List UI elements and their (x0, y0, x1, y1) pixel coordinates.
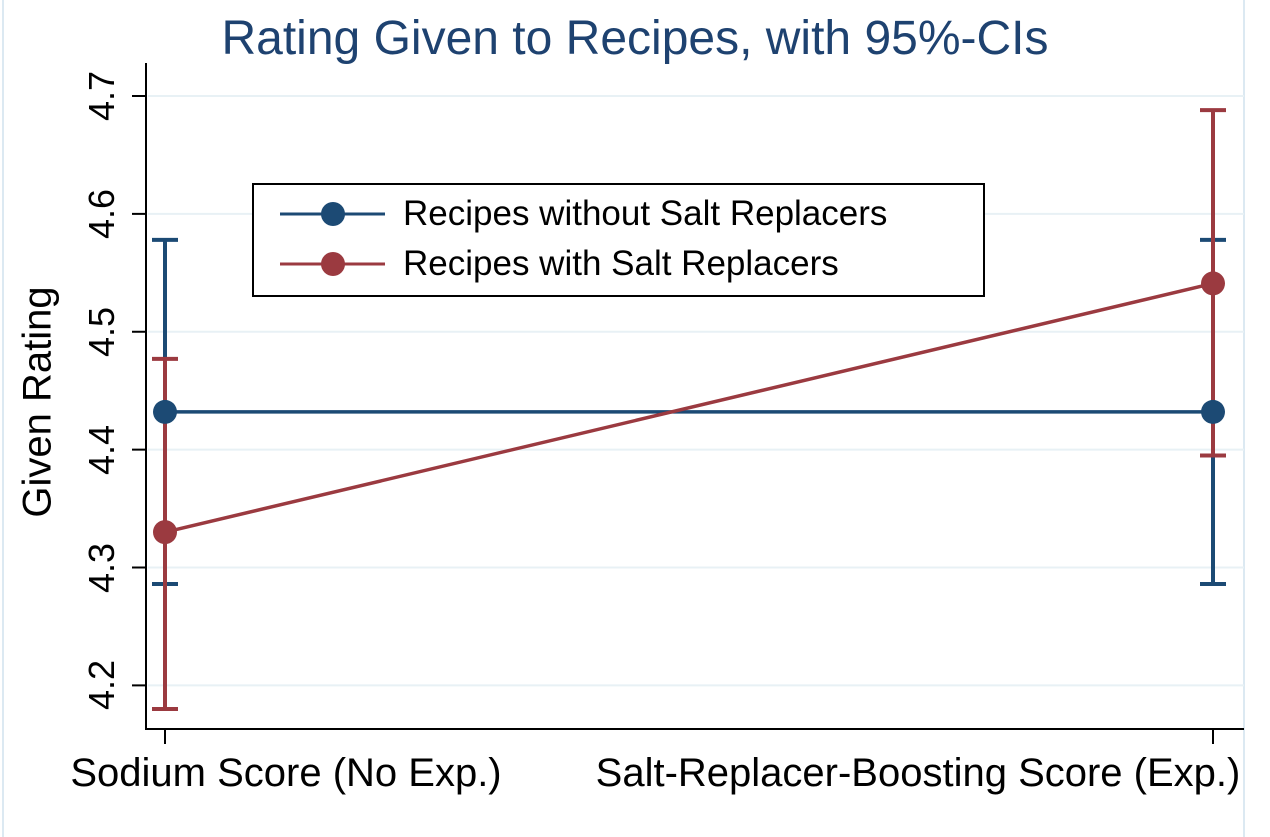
legend-label: Recipes without Salt Replacers (403, 194, 888, 233)
plot-frame-left-border (2, 0, 4, 837)
data-point (153, 399, 177, 424)
legend-label: Recipes with Salt Replacers (403, 244, 839, 283)
legend-dot-icon (320, 202, 345, 226)
series-line (164, 281, 1214, 534)
data-point (1201, 271, 1225, 296)
legend: Recipes without Salt Replacers Recipes w… (252, 183, 985, 297)
legend-marker-line-icon (280, 251, 385, 277)
x-tick-label-exp: Salt-Replacer-Boosting Score (Exp.) (595, 751, 1241, 795)
chart-title: Rating Given to Recipes, with 95%-CIs (221, 12, 1049, 65)
legend-entry-without-salt-replacers: Recipes without Salt Replacers (280, 189, 983, 239)
plot-frame-right-border (1243, 0, 1245, 837)
x-tick-label-no-exp: Sodium Score (No Exp.) (70, 751, 502, 795)
legend-marker-line-icon (280, 201, 385, 227)
legend-dot-icon (320, 252, 345, 276)
data-point (1201, 399, 1225, 424)
data-point (153, 520, 177, 545)
legend-entry-with-salt-replacers: Recipes with Salt Replacers (280, 239, 983, 289)
